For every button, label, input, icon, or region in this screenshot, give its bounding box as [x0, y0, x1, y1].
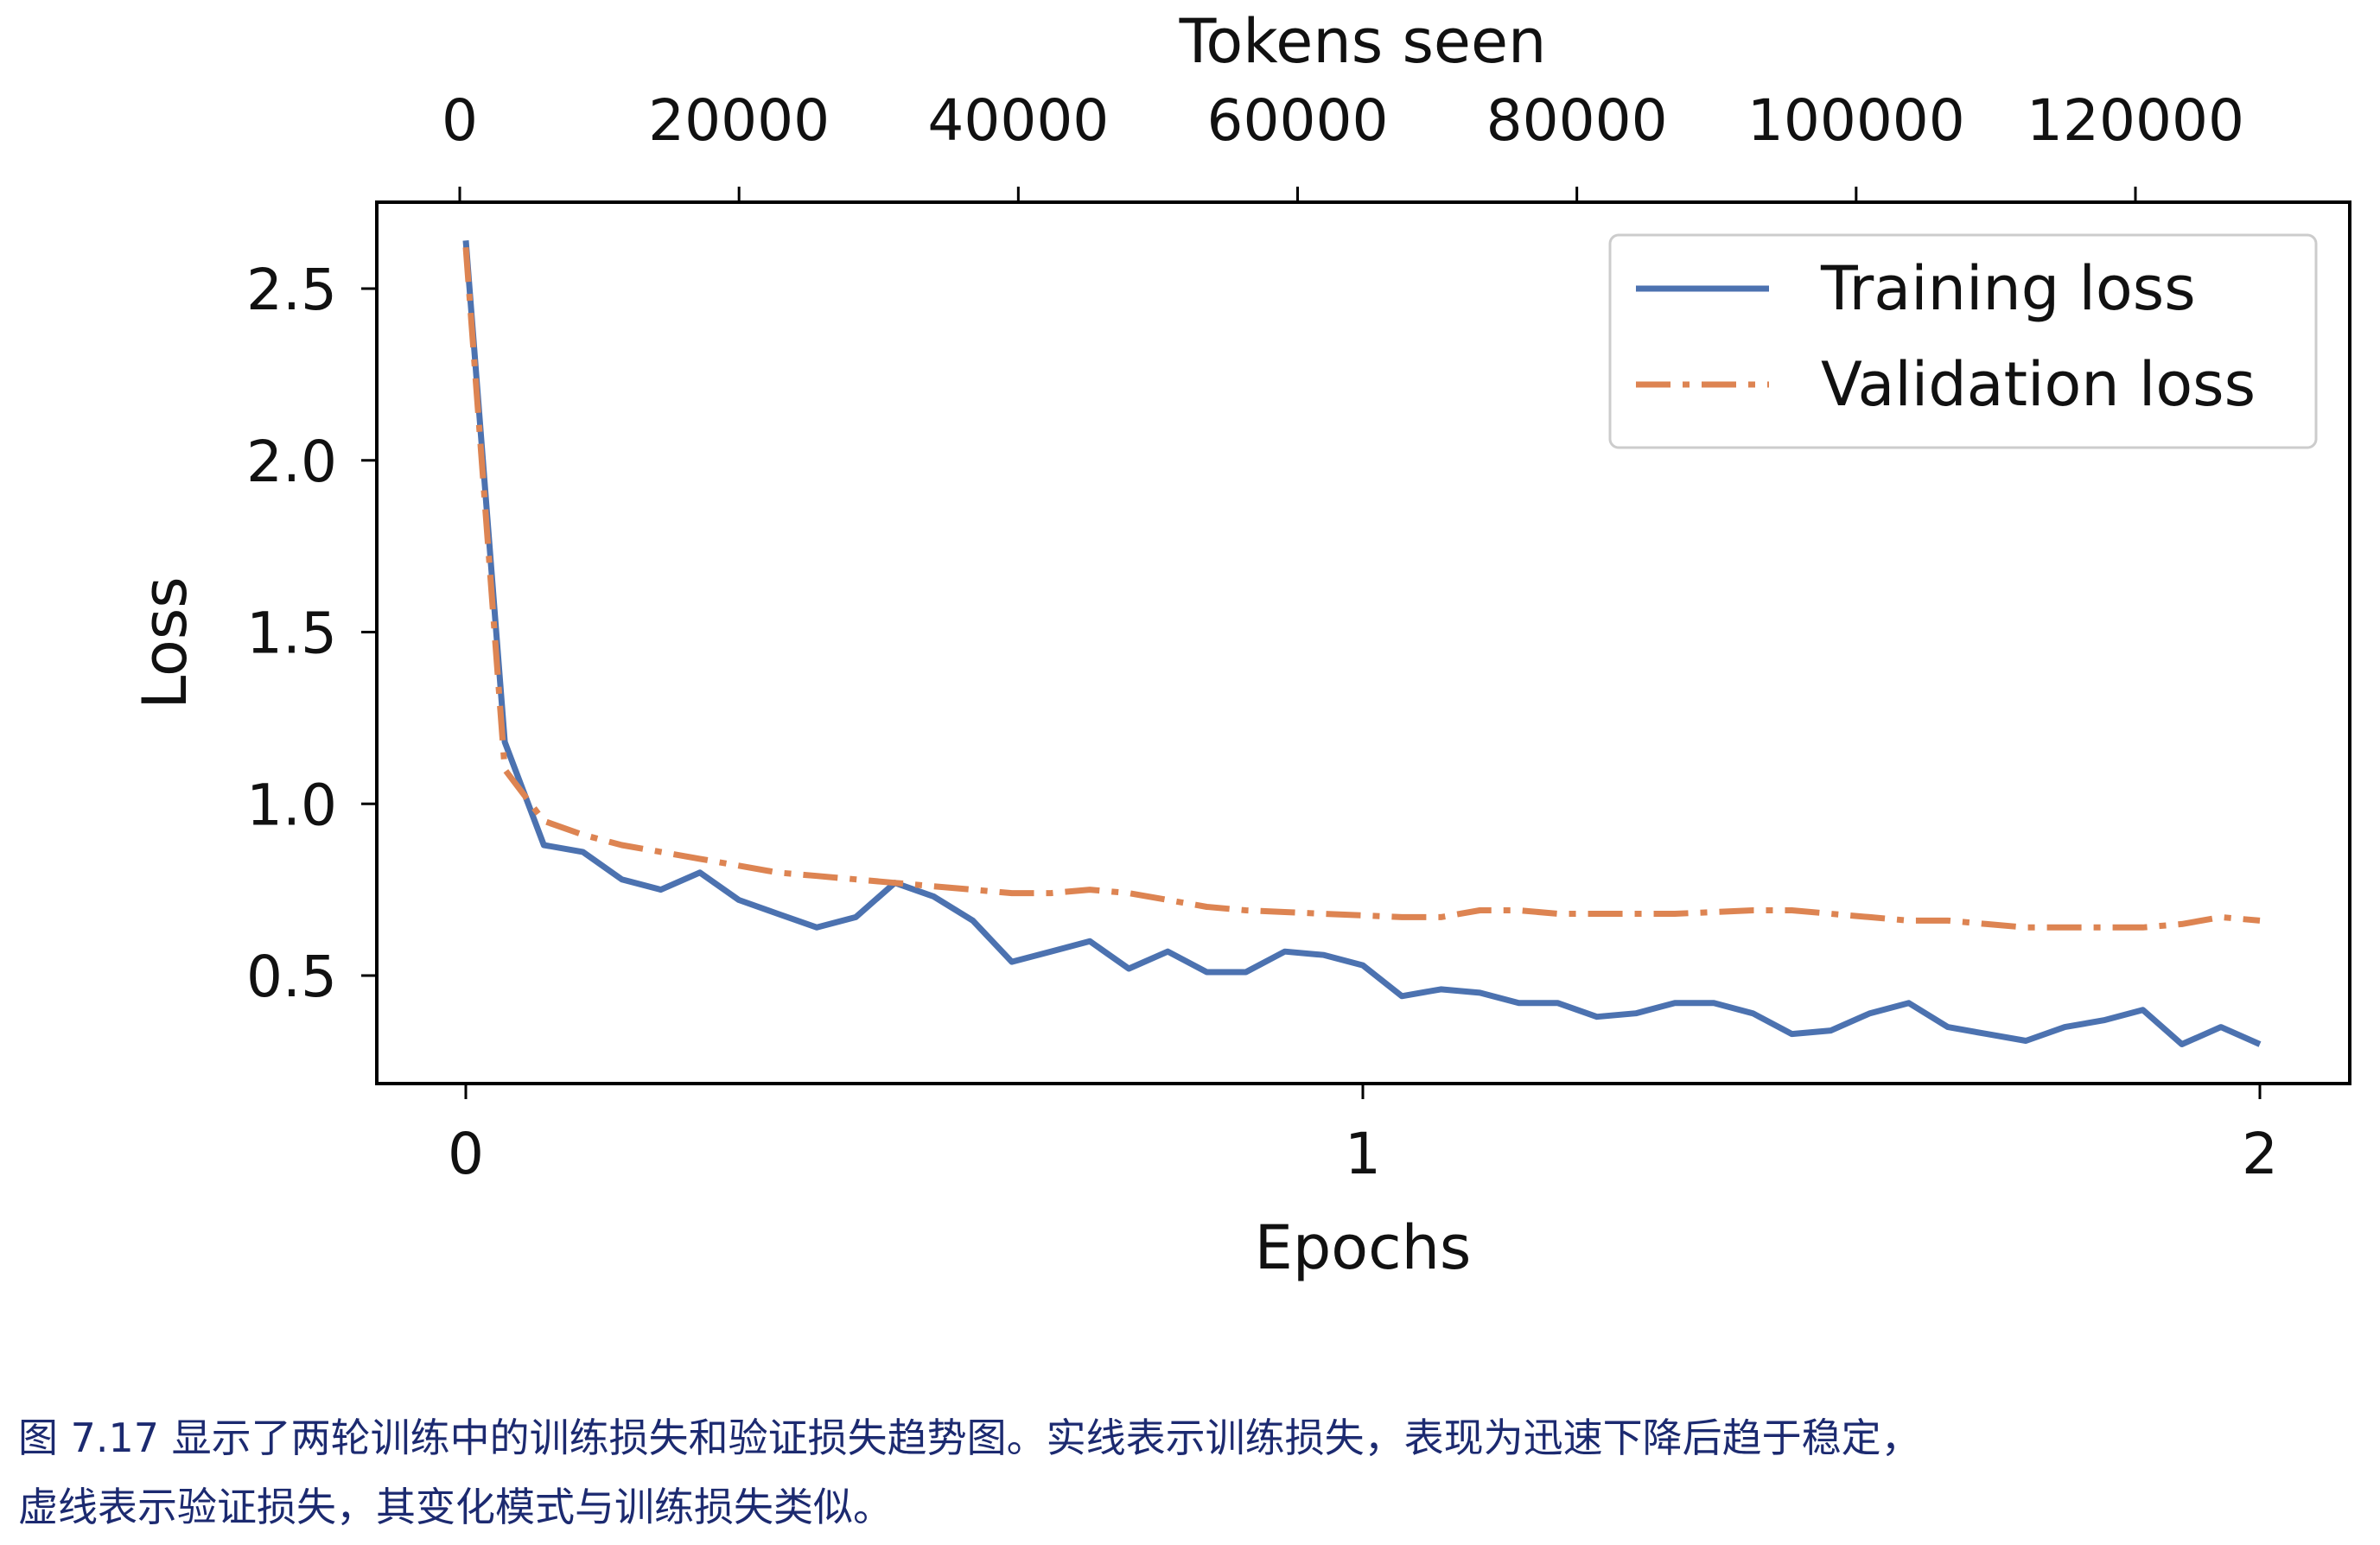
y-tick-label: 1.0 — [246, 772, 337, 838]
x-tick-label: 0 — [448, 1121, 484, 1187]
top-tick-label: 100000 — [1747, 87, 1965, 154]
legend-label-training: Training loss — [1820, 253, 2196, 324]
top-tick-label: 60000 — [1207, 87, 1389, 154]
loss-chart: 0 1 2 0.5 1.0 1.5 2.0 2.5 0 20000 40000 60000 80000 1… — [130, 6, 2351, 1283]
x-tick-label: 1 — [1345, 1121, 1381, 1187]
y-tick-label: 0.5 — [246, 944, 337, 1010]
x-tick-label: 2 — [2242, 1121, 2278, 1187]
caption-line-2: 虚线表示验证损失，其变化模式与训练损失类似。 — [18, 1484, 893, 1530]
y-tick-label: 2.5 — [246, 257, 337, 323]
top-tick-label: 80000 — [1486, 87, 1668, 154]
legend-box — [1608, 233, 2318, 449]
y-tick-label: 2.0 — [246, 429, 337, 495]
x-axis-label: Epochs — [1255, 1212, 1472, 1283]
legend-label-validation: Validation loss — [1821, 349, 2256, 420]
top-tick-label: 40000 — [927, 87, 1109, 154]
top-tick-label: 20000 — [648, 87, 830, 154]
top-tick-label: 120000 — [2027, 87, 2244, 154]
series-line-validation — [462, 247, 2261, 931]
y-axis-label: Loss — [130, 576, 200, 709]
series-line-training — [462, 240, 2262, 1047]
y-tick-label: 1.5 — [246, 601, 337, 667]
caption-line-1: 图 7.17 显示了两轮训练中的训练损失和验证损失趋势图。实线表示训练损失，表现… — [18, 1415, 1921, 1461]
top-axis-label: Tokens seen — [1179, 6, 1547, 77]
top-tick-label: 0 — [442, 87, 478, 154]
legend: Training loss Validation loss — [1608, 233, 2318, 449]
